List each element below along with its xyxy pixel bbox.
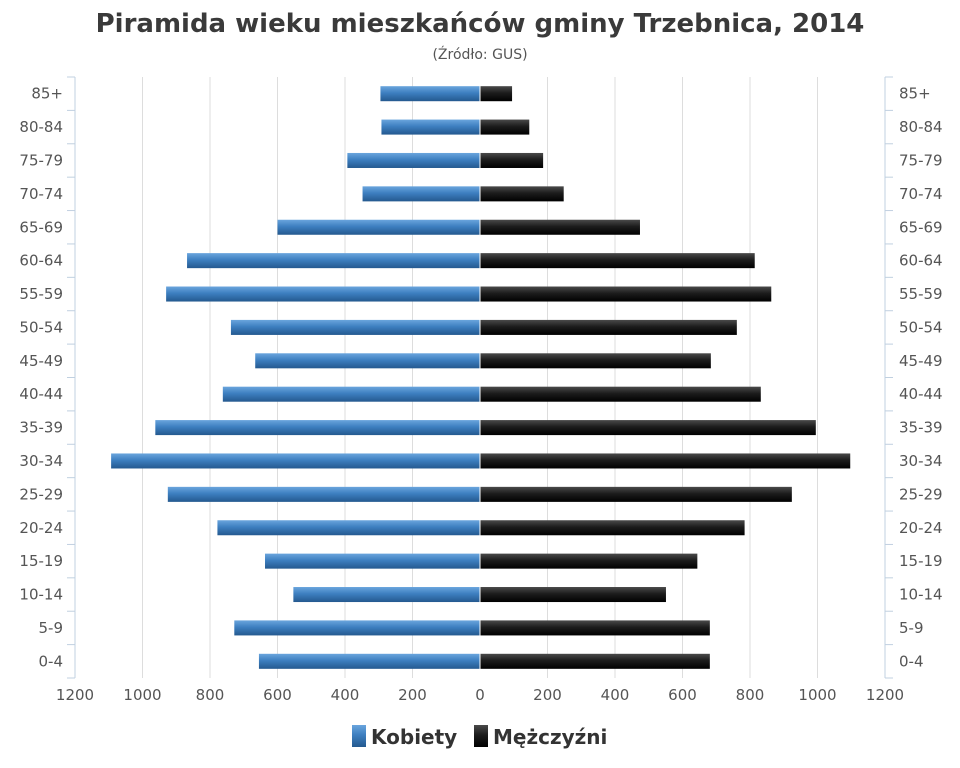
- bar-kobiety[interactable]: [258, 653, 480, 669]
- bar-mezczyzni[interactable]: [480, 553, 698, 569]
- bar-kobiety[interactable]: [230, 319, 480, 335]
- category-label-right: 35-39: [899, 419, 943, 437]
- category-label-left: 10-14: [19, 586, 63, 604]
- x-tick-label: 0: [475, 686, 485, 704]
- bar-mezczyzni[interactable]: [480, 86, 513, 102]
- bar-kobiety[interactable]: [222, 386, 480, 402]
- category-label-right: 20-24: [899, 519, 943, 537]
- legend-swatch-kobiety[interactable]: [352, 725, 366, 747]
- bar-kobiety[interactable]: [166, 286, 480, 302]
- category-label-right: 85+: [899, 85, 931, 103]
- bar-kobiety[interactable]: [347, 152, 480, 168]
- bar-mezczyzni[interactable]: [480, 286, 772, 302]
- bar-mezczyzni[interactable]: [480, 486, 792, 502]
- legend-swatch-mezczyzni[interactable]: [474, 725, 488, 747]
- category-label-right: 5-9: [899, 619, 924, 637]
- x-tick-label: 600: [263, 686, 292, 704]
- bar-kobiety[interactable]: [277, 219, 481, 235]
- category-label-left: 30-34: [19, 452, 63, 470]
- bar-mezczyzni[interactable]: [480, 152, 544, 168]
- x-tick-label: 1000: [123, 686, 161, 704]
- bar-kobiety[interactable]: [380, 86, 480, 102]
- x-tick-label: 800: [736, 686, 765, 704]
- category-label-right: 40-44: [899, 385, 943, 403]
- category-label-left: 65-69: [19, 218, 63, 236]
- category-label-right: 25-29: [899, 485, 943, 503]
- chart-title: Piramida wieku mieszkańców gminy Trzebni…: [96, 9, 865, 39]
- category-label-left: 50-54: [19, 318, 63, 336]
- bar-kobiety[interactable]: [155, 420, 480, 436]
- bar-mezczyzni[interactable]: [480, 587, 666, 603]
- category-label-right: 15-19: [899, 552, 943, 570]
- bar-mezczyzni[interactable]: [480, 253, 755, 269]
- bar-kobiety[interactable]: [187, 253, 481, 269]
- bar-kobiety[interactable]: [167, 486, 480, 502]
- x-tick-label: 1200: [56, 686, 94, 704]
- category-label-left: 75-79: [19, 151, 63, 169]
- plot-area: 1200 1000 800 600 400 200 0 200 400 600 800 1000 120…: [19, 76, 943, 704]
- x-tick-label: 400: [601, 686, 630, 704]
- bar-mezczyzni[interactable]: [480, 219, 640, 235]
- bar-mezczyzni[interactable]: [480, 319, 737, 335]
- category-label-left: 60-64: [19, 252, 63, 270]
- category-label-left: 20-24: [19, 519, 63, 537]
- bar-kobiety[interactable]: [217, 520, 481, 536]
- bar-kobiety[interactable]: [381, 119, 480, 135]
- category-label-right: 50-54: [899, 318, 943, 336]
- bar-mezczyzni[interactable]: [480, 420, 816, 436]
- category-label-left: 35-39: [19, 419, 63, 437]
- bar-mezczyzni[interactable]: [480, 119, 530, 135]
- category-label-right: 45-49: [899, 352, 943, 370]
- category-label-left: 80-84: [19, 118, 63, 136]
- category-label-right: 65-69: [899, 218, 943, 236]
- x-tick-label: 1000: [798, 686, 836, 704]
- category-label-left: 85+: [31, 85, 63, 103]
- category-label-left: 45-49: [19, 352, 63, 370]
- category-label-left: 5-9: [39, 619, 64, 637]
- legend: Kobiety Mężczyźni: [352, 725, 607, 749]
- bar-mezczyzni[interactable]: [480, 453, 851, 469]
- category-label-left: 15-19: [19, 552, 63, 570]
- category-label-left: 40-44: [19, 385, 63, 403]
- bar-mezczyzni[interactable]: [480, 186, 564, 202]
- legend-label-mezczyzni[interactable]: Mężczyźni: [493, 725, 607, 749]
- category-label-left: 55-59: [19, 285, 63, 303]
- category-label-left: 70-74: [19, 185, 63, 203]
- category-label-left: 25-29: [19, 485, 63, 503]
- bar-mezczyzni[interactable]: [480, 386, 761, 402]
- bar-kobiety[interactable]: [234, 620, 480, 636]
- bar-kobiety[interactable]: [293, 587, 480, 603]
- legend-label-kobiety[interactable]: Kobiety: [371, 725, 457, 749]
- category-label-right: 60-64: [899, 252, 943, 270]
- category-label-right: 10-14: [899, 586, 943, 604]
- bar-kobiety[interactable]: [111, 453, 481, 469]
- x-tick-label: 200: [533, 686, 562, 704]
- bar-mezczyzni[interactable]: [480, 653, 710, 669]
- x-tick-label: 200: [398, 686, 427, 704]
- bar-mezczyzni[interactable]: [480, 520, 745, 536]
- category-label-right: 0-4: [899, 652, 924, 670]
- bar-mezczyzni[interactable]: [480, 620, 710, 636]
- bar-kobiety[interactable]: [362, 186, 480, 202]
- bar-kobiety[interactable]: [265, 553, 480, 569]
- bar-kobiety[interactable]: [255, 353, 480, 369]
- bar-mezczyzni[interactable]: [480, 353, 711, 369]
- x-tick-label: 800: [196, 686, 225, 704]
- category-label-right: 55-59: [899, 285, 943, 303]
- x-tick-label: 1200: [866, 686, 904, 704]
- category-label-right: 75-79: [899, 151, 943, 169]
- chart-subtitle: (Źródło: GUS): [432, 45, 527, 63]
- x-tick-label: 400: [331, 686, 360, 704]
- category-label-right: 70-74: [899, 185, 943, 203]
- category-label-right: 80-84: [899, 118, 943, 136]
- x-tick-label: 600: [668, 686, 697, 704]
- category-label-right: 30-34: [899, 452, 943, 470]
- category-label-left: 0-4: [39, 652, 64, 670]
